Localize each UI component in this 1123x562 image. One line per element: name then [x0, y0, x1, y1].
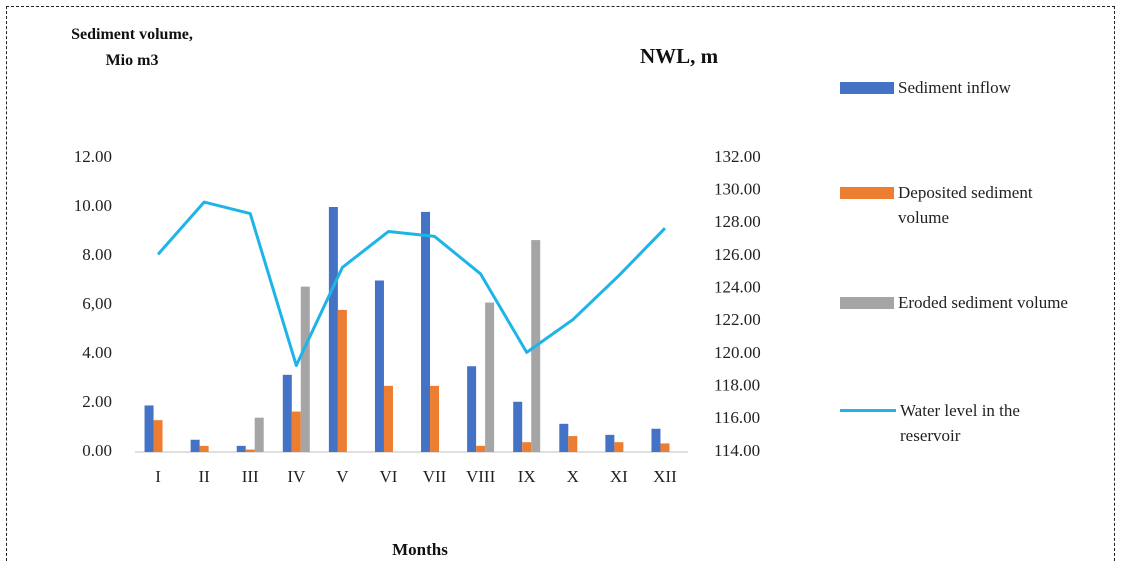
bar — [245, 449, 255, 452]
line — [156, 200, 667, 367]
bar — [513, 401, 523, 452]
bar — [485, 302, 495, 452]
bar — [651, 428, 661, 452]
frame — [6, 6, 1115, 562]
y2-tick-label: 116.00 — [714, 408, 760, 427]
bar — [291, 411, 301, 452]
y-tick-label: 8.00 — [82, 245, 112, 264]
bar — [374, 280, 384, 452]
bar — [199, 445, 209, 452]
bar — [559, 423, 569, 452]
x-tick-label: XI — [610, 467, 628, 486]
legend-label: Water level in the reservoir — [900, 401, 1020, 445]
legend-label: Eroded sediment volume — [898, 293, 1068, 312]
bar — [282, 374, 292, 452]
bar — [254, 417, 264, 452]
x-tick-label: IX — [518, 467, 536, 486]
bar — [383, 385, 393, 452]
bar — [660, 443, 670, 452]
bar — [337, 309, 347, 452]
x-tick-label: V — [336, 467, 349, 486]
legend-label: Sediment inflow — [898, 78, 1011, 97]
y-tick-label: 0.00 — [82, 441, 112, 460]
y2-tick-label: 132.00 — [714, 147, 761, 166]
bar — [236, 445, 246, 452]
bar — [144, 405, 154, 452]
legend-swatch — [840, 187, 894, 199]
legend-swatch — [840, 409, 896, 412]
x-tick-label: VII — [423, 467, 447, 486]
legend-swatch — [840, 297, 894, 309]
x-tick-label: II — [198, 467, 210, 486]
y2-tick-label: 120.00 — [714, 343, 761, 362]
y-axis-title: Sediment volume, Mio m3 — [71, 26, 193, 69]
y2-tick-label: 118.00 — [714, 376, 760, 395]
x-tick-label: VI — [379, 467, 397, 486]
legend-label: Deposited sediment volume — [898, 183, 1033, 227]
legend-item: Deposited sediment volume — [840, 180, 1078, 230]
y-tick-label: 6,00 — [82, 294, 112, 313]
y2-axis-title: NWL, m — [640, 44, 719, 68]
y-tick-label: 10.00 — [74, 196, 112, 215]
y-tick-label: 4.00 — [82, 343, 112, 362]
legend-item: Water level in the reservoir — [840, 398, 1080, 448]
y2-tick-label: 130.00 — [714, 180, 761, 199]
bar — [568, 436, 578, 452]
legend-swatch — [840, 82, 894, 94]
x-tick-label: III — [242, 467, 259, 486]
bar — [522, 442, 532, 452]
bar — [467, 366, 477, 452]
x-tick-label: IV — [287, 467, 306, 486]
bar — [153, 420, 163, 452]
bar — [190, 439, 200, 452]
bar — [614, 442, 624, 452]
bar — [430, 385, 440, 452]
bar — [300, 286, 310, 452]
y2-tick-label: 128.00 — [714, 212, 761, 231]
y2-tick-label: 114.00 — [714, 441, 760, 460]
y-tick-label: 12.00 — [74, 147, 112, 166]
y2-tick-label: 124.00 — [714, 278, 761, 297]
x-tick-label: X — [567, 467, 579, 486]
x-tick-label: I — [155, 467, 161, 486]
x-tick-label: VIII — [466, 467, 496, 486]
y2-tick-label: 122.00 — [714, 310, 761, 329]
bar — [328, 207, 338, 452]
y2-tick-label: 126.00 — [714, 245, 761, 264]
y-tick-label: 2.00 — [82, 392, 112, 411]
legend-item: Sediment inflow — [840, 75, 1078, 100]
bar — [476, 445, 486, 452]
x-axis-title: Months — [392, 540, 448, 559]
bar — [605, 434, 615, 452]
x-tick-label: XII — [653, 467, 677, 486]
legend-item: Eroded sediment volume — [840, 290, 1078, 315]
bar — [421, 211, 431, 452]
